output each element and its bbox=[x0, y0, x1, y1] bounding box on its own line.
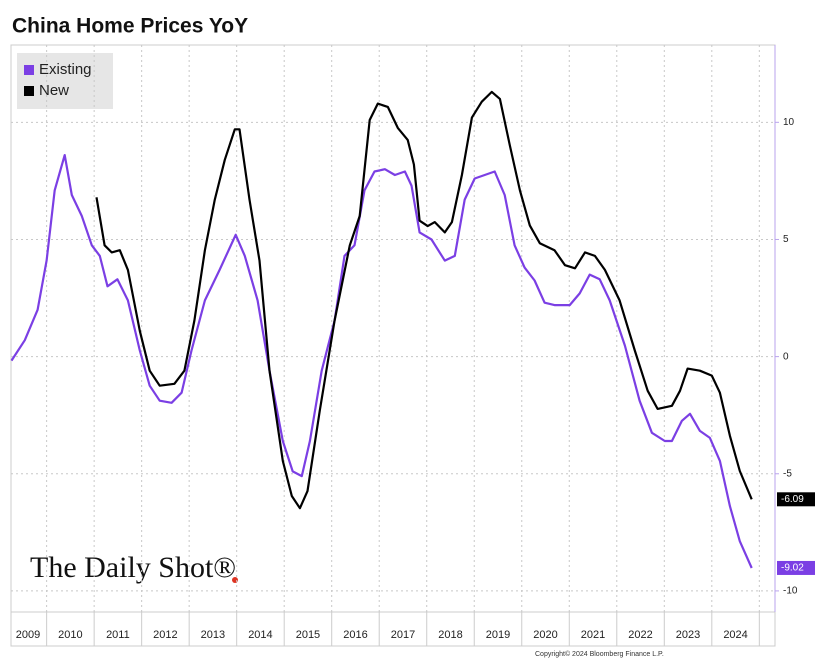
legend-label: Existing bbox=[39, 61, 92, 78]
series-line bbox=[95, 90, 753, 510]
x-tick-label: 2023 bbox=[676, 629, 700, 641]
y-tick-label: 0 bbox=[783, 351, 789, 362]
y-tick-label: -10 bbox=[783, 586, 798, 597]
chart-title: China Home Prices YoY bbox=[12, 15, 248, 38]
x-tick-label: 2018 bbox=[438, 629, 462, 641]
end-label-box bbox=[777, 492, 815, 507]
legend-box bbox=[17, 53, 113, 109]
legend-label: New bbox=[39, 82, 69, 99]
x-tick-label: 2010 bbox=[58, 629, 82, 641]
watermark: The Daily Shot® bbox=[30, 551, 236, 584]
x-tick-label: 2021 bbox=[581, 629, 605, 641]
x-tick-label: 2014 bbox=[248, 629, 272, 641]
end-label: -9.02 bbox=[781, 563, 804, 574]
x-tick-label: 2013 bbox=[201, 629, 225, 641]
end-label-box bbox=[777, 560, 815, 575]
x-tick-label: 2019 bbox=[486, 629, 510, 641]
series-line bbox=[10, 154, 753, 569]
y-tick-label: 10 bbox=[783, 117, 795, 128]
legend-swatch bbox=[24, 65, 34, 75]
x-tick-label: 2011 bbox=[106, 629, 130, 641]
x-tick-label: 2022 bbox=[628, 629, 652, 641]
x-tick-label: 2012 bbox=[153, 629, 177, 641]
end-label: -6.09 bbox=[781, 494, 804, 505]
x-tick-label: 2024 bbox=[723, 629, 747, 641]
x-tick-label: 2020 bbox=[533, 629, 557, 641]
x-tick-label: 2016 bbox=[343, 629, 367, 641]
plot-area bbox=[10, 44, 776, 613]
legend-swatch bbox=[24, 86, 34, 96]
x-axis-band bbox=[10, 611, 776, 647]
x-tick-label: 2009 bbox=[16, 629, 40, 641]
x-tick-label: 2017 bbox=[391, 629, 415, 641]
copyright: Copyright© 2024 Bloomberg Finance L.P. bbox=[535, 650, 664, 658]
y-tick-label: 5 bbox=[783, 234, 789, 245]
x-tick-label: 2015 bbox=[296, 629, 320, 641]
y-tick-label: -5 bbox=[783, 468, 792, 479]
